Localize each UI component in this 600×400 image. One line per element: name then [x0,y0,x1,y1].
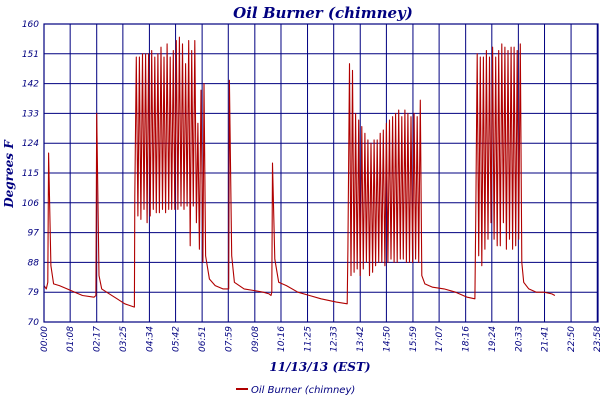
series-layer [43,36,556,308]
y-tick-label: 115 [22,169,39,179]
y-tick-label: 79 [28,288,40,298]
chart-title: Oil Burner (chimney) [233,4,413,22]
x-tick-label: 05:42 [172,326,182,352]
x-tick-label: 03:25 [119,326,129,352]
x-tick-label: 11:25 [304,326,314,352]
legend-label: Oil Burner (chimney) [251,385,355,396]
x-tick-label: 02:17 [93,326,103,352]
x-tick-label: 10:16 [277,326,287,352]
x-axis-label: 11/13/13 (EST) [269,360,370,374]
x-tick-label: 06:51 [198,326,208,352]
x-tick-label: 00:00 [40,326,50,352]
y-tick-label: 70 [28,318,40,328]
y-tick-label: 88 [28,258,40,268]
y-tick-label: 124 [22,139,39,149]
x-tick-label: 14:50 [382,326,392,352]
legend: Oil Burner (chimney) [236,385,355,396]
y-tick-label: 142 [22,80,39,90]
y-tick-label: 160 [22,20,39,30]
y-tick-label: 97 [28,229,40,239]
y-axis: 70 79 88 97 106 115 124 133 142 151 160 [22,20,39,328]
x-tick-label: 20:33 [514,326,524,352]
x-tick-label: 04:34 [145,326,155,352]
x-tick-label: 07:59 [224,326,234,352]
x-tick-label: 21:41 [541,326,551,352]
series-line [43,36,556,308]
y-tick-label: 151 [22,50,39,60]
x-tick-label: 13:42 [356,326,366,352]
x-tick-label: 01:08 [66,326,76,352]
x-tick-label: 12:33 [330,326,340,352]
y-tick-label: 133 [22,109,39,119]
plot-frame [43,23,599,323]
x-tick-label: 22:50 [567,326,577,352]
y-tick-label: 106 [22,199,39,209]
x-tick-label: 19:24 [488,326,498,352]
y-axis-label: Degrees F [2,139,16,209]
x-tick-label: 09:08 [251,326,261,352]
x-tick-label: 15:59 [409,326,419,352]
x-tick-label: 23:58 [593,326,600,352]
plot-border [43,23,599,323]
x-axis: 00:00 01:08 02:17 03:25 04:34 05:42 06:51 07:59… [40,326,600,352]
x-tick-label: 17:07 [435,326,445,352]
x-tick-label: 18:16 [462,326,472,352]
